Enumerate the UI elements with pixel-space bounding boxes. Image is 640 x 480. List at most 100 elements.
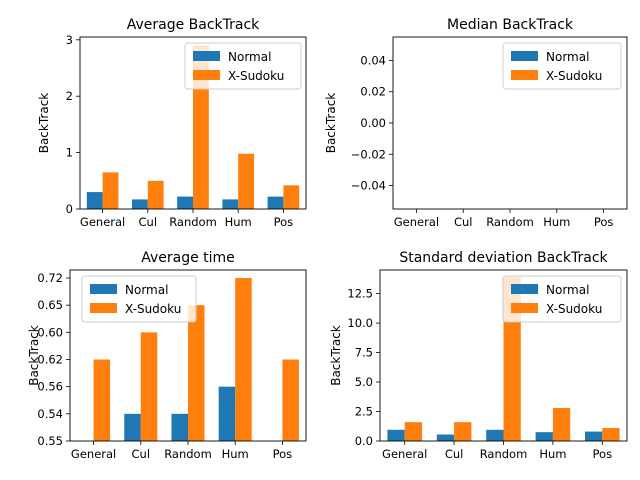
legend: Normal X-Sudoku bbox=[502, 42, 622, 90]
subplot-1: General Cul Random Hum Pos 0 1 2 3 Average BackTr… bbox=[37, 17, 307, 229]
bar-normal-hum bbox=[218, 386, 236, 441]
bar-xsudoku-general bbox=[404, 422, 422, 441]
y-tick-label: −0.04 bbox=[351, 179, 386, 193]
legend-swatch-normal bbox=[511, 51, 538, 61]
bar-normal-cul bbox=[436, 434, 455, 441]
x-tick-label: Random bbox=[486, 215, 534, 229]
y-tick-label: 0.00 bbox=[360, 116, 386, 130]
y-tick-label: 0.65 bbox=[37, 298, 63, 312]
legend: Normal X-Sudoku bbox=[502, 275, 622, 323]
bar-normal-random bbox=[177, 196, 193, 209]
x-tick-label: Hum bbox=[539, 447, 566, 461]
legend: Normal X-Sudoku bbox=[81, 275, 197, 323]
legend: Normal X-Sudoku bbox=[184, 42, 302, 90]
y-tick-label: 0.62 bbox=[37, 353, 63, 367]
bar-xsudoku-pos bbox=[602, 428, 620, 441]
y-tick-label: 0.60 bbox=[37, 325, 63, 339]
legend-label-normal: Normal bbox=[125, 283, 168, 297]
bar-normal-cul bbox=[124, 413, 141, 441]
legend-swatch-normal bbox=[511, 284, 538, 294]
legend-label-xsudoku: X-Sudoku bbox=[546, 69, 602, 83]
bar-normal-pos bbox=[585, 431, 603, 441]
legend-label-xsudoku: X-Sudoku bbox=[125, 302, 181, 316]
legend-label-xsudoku: X-Sudoku bbox=[546, 302, 602, 316]
x-tick-label: Pos bbox=[273, 447, 293, 461]
y-tick-label: 0.56 bbox=[37, 380, 63, 394]
x-tick-label: Cul bbox=[445, 447, 464, 461]
chart-title: Standard deviation BackTrack bbox=[399, 250, 608, 266]
x-tick-label: Cul bbox=[454, 215, 473, 229]
bar-xsudoku-cul bbox=[147, 180, 164, 209]
x-tick-label: Pos bbox=[593, 447, 613, 461]
x-tick-label: Hum bbox=[543, 215, 570, 229]
bar-xsudoku-hum bbox=[552, 407, 571, 441]
bar-xsudoku-hum bbox=[238, 153, 255, 209]
x-tick-label: General bbox=[71, 447, 116, 461]
y-tick-label: 1 bbox=[66, 146, 73, 160]
y-axis-label: BackTrack bbox=[27, 325, 41, 386]
legend-swatch-normal bbox=[193, 51, 220, 61]
y-axis-label: BackTrack bbox=[37, 93, 51, 154]
bar-xsudoku-general bbox=[93, 359, 111, 441]
y-tick-label: −0.02 bbox=[351, 147, 386, 161]
y-tick-label: 0 bbox=[66, 202, 73, 216]
x-tick-label: Pos bbox=[274, 215, 294, 229]
chart-title: Average BackTrack bbox=[127, 17, 260, 33]
legend-swatch-xsudoku bbox=[511, 70, 538, 80]
y-tick-label: 10.0 bbox=[347, 316, 373, 330]
bar-normal-random bbox=[171, 413, 188, 441]
legend-label-xsudoku: X-Sudoku bbox=[228, 69, 284, 83]
y-tick-label: 0.54 bbox=[37, 407, 63, 421]
legend-label-normal: Normal bbox=[546, 50, 589, 64]
y-tick-label: 5.0 bbox=[355, 375, 373, 389]
subplot-3: General Cul Random Hum Pos 0.55 0.54 0.56 0.62 0.… bbox=[27, 250, 307, 461]
x-tick-label: Hum bbox=[222, 447, 249, 461]
y-tick-label: 0.72 bbox=[37, 271, 63, 285]
x-tick-label: Pos bbox=[594, 215, 614, 229]
y-tick-label: 2 bbox=[66, 89, 73, 103]
x-tick-label: Cul bbox=[132, 447, 151, 461]
bar-normal-hum bbox=[535, 432, 553, 441]
subplot-2: General Cul Random Hum Pos −0.04 −0.02 0.00 0.02… bbox=[324, 17, 628, 229]
x-tick-label: Random bbox=[480, 447, 528, 461]
y-tick-label: 7.5 bbox=[355, 346, 373, 360]
bar-normal-general bbox=[86, 192, 103, 209]
y-tick-label: 0.02 bbox=[360, 85, 386, 99]
y-tick-label: 0.0 bbox=[355, 434, 373, 448]
y-tick-label: 3 bbox=[66, 33, 73, 47]
bar-xsudoku-cul bbox=[140, 332, 158, 441]
legend-label-normal: Normal bbox=[546, 283, 589, 297]
x-tick-label: General bbox=[80, 215, 125, 229]
bar-xsudoku-pos bbox=[282, 359, 299, 441]
chart-title: Median BackTrack bbox=[447, 17, 574, 33]
y-axis-label: BackTrack bbox=[329, 325, 343, 386]
legend-swatch-xsudoku bbox=[511, 303, 538, 313]
x-tick-label: Cul bbox=[139, 215, 158, 229]
bar-normal-random bbox=[486, 429, 504, 441]
y-axis-label: BackTrack bbox=[324, 93, 338, 154]
chart-title: Average time bbox=[141, 250, 235, 266]
bar-normal-pos bbox=[267, 196, 284, 209]
bar-xsudoku-cul bbox=[454, 422, 472, 441]
x-tick-label: Random bbox=[169, 215, 217, 229]
bar-xsudoku-hum bbox=[235, 278, 252, 441]
bar-xsudoku-general bbox=[102, 172, 119, 209]
bar-normal-cul bbox=[131, 199, 148, 209]
y-tick-label: 0.04 bbox=[360, 53, 386, 67]
bar-normal-general bbox=[387, 429, 405, 441]
bar-normal-hum bbox=[222, 199, 239, 209]
x-tick-label: Hum bbox=[225, 215, 252, 229]
x-tick-label: Random bbox=[164, 447, 212, 461]
y-tick-label: 12.5 bbox=[347, 287, 373, 301]
legend-swatch-xsudoku bbox=[193, 70, 220, 80]
y-tick-label: 0.55 bbox=[37, 434, 63, 448]
y-tick-label: 2.5 bbox=[355, 405, 373, 419]
x-tick-label: General bbox=[394, 215, 439, 229]
legend-label-normal: Normal bbox=[228, 50, 271, 64]
bar-xsudoku-random bbox=[188, 305, 205, 441]
x-tick-label: General bbox=[382, 447, 427, 461]
subplot-4: General Cul Random Hum Pos 0.0 2.5 5.0 7.5 10.0 12… bbox=[329, 250, 628, 461]
bar-xsudoku-pos bbox=[283, 185, 300, 209]
legend-swatch-xsudoku bbox=[90, 303, 117, 313]
